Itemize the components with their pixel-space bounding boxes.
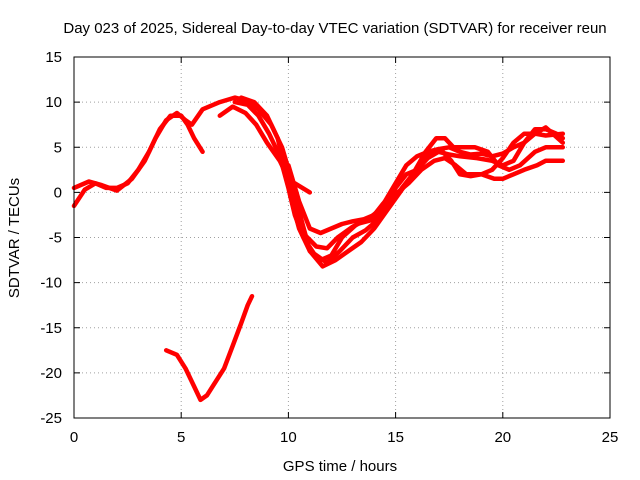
x-tick-label: 25: [602, 429, 619, 446]
series-track-8: [163, 293, 255, 403]
series-track-6: [286, 125, 566, 236]
x-axis-label: GPS time / hours: [283, 458, 397, 475]
series-track-3: [217, 104, 566, 251]
series-track-5: [238, 95, 566, 269]
y-tick-label: -10: [40, 275, 62, 292]
plot-series: [71, 95, 566, 403]
y-tick-label: -25: [40, 410, 62, 427]
x-tick-label: 15: [387, 429, 404, 446]
y-tick-label: -20: [40, 365, 62, 382]
y-tick-label: 5: [54, 139, 62, 156]
x-tick-label: 20: [494, 429, 511, 446]
series-track-7: [292, 181, 313, 195]
chart-title: Day 023 of 2025, Sidereal Day-to-day VTE…: [63, 20, 606, 37]
x-tick-label: 5: [177, 429, 185, 446]
y-tick-label: -15: [40, 320, 62, 337]
y-tick-label: 15: [45, 49, 62, 66]
x-tick-label: 0: [70, 429, 78, 446]
y-axis-label: SDTVAR / TECUs: [6, 178, 23, 298]
x-tick-label: 10: [280, 429, 297, 446]
y-tick-label: 0: [54, 184, 62, 201]
y-tick-label: -5: [49, 230, 62, 247]
axis-ticks: 0 5 10 15 20 25 -25 -20 -15 -10 -5 0 5 10 15: [40, 49, 618, 446]
y-tick-label: 10: [45, 94, 62, 111]
